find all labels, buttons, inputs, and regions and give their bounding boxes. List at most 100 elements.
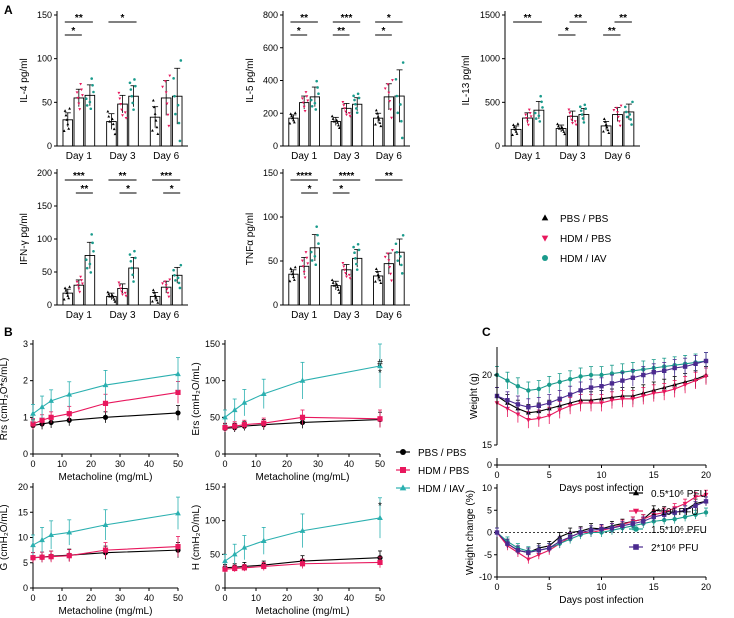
data-point <box>128 253 132 256</box>
data-point <box>134 256 137 260</box>
x-tick-label: Day 1 <box>66 310 93 321</box>
y-tick-label: 800 <box>263 10 278 20</box>
data-point <box>515 412 521 417</box>
data-point <box>77 287 81 291</box>
panel-label-b: B <box>4 325 13 339</box>
data-point <box>331 281 335 284</box>
chart-b2: 0 50 100 150 Ers (cmH₂O/mL) 0 10 20 30 40 50 Metach… <box>191 339 385 483</box>
data-point <box>536 548 541 553</box>
data-point <box>494 530 500 535</box>
y-tick-label: 10 <box>18 533 28 543</box>
data-point <box>222 566 228 572</box>
data-point <box>391 79 394 82</box>
data-point <box>121 114 124 117</box>
data-point <box>175 410 181 416</box>
data-point <box>332 119 336 123</box>
data-point <box>260 390 267 396</box>
data-point <box>332 284 336 287</box>
data-point <box>512 125 516 129</box>
data-point <box>625 115 629 119</box>
data-point <box>88 262 92 266</box>
data-point <box>102 521 109 527</box>
data-point <box>641 519 646 524</box>
data-point <box>562 130 566 133</box>
data-point <box>515 384 521 389</box>
legend-b: PBS / PBS HDM / PBS HDM / IAV <box>396 448 469 495</box>
x-tick-label: 40 <box>144 459 154 469</box>
legend-marker <box>633 526 639 532</box>
data-point <box>154 118 158 122</box>
data-point <box>396 111 400 115</box>
data-point <box>567 392 573 397</box>
data-point <box>293 265 297 269</box>
data-point <box>682 501 688 507</box>
data-point <box>231 406 238 413</box>
data-point <box>175 510 181 516</box>
data-point <box>609 398 615 403</box>
legend-marker <box>400 449 406 455</box>
data-point <box>241 544 248 550</box>
y-tick-label: 0 <box>23 583 28 593</box>
data-point <box>390 116 393 120</box>
data-point <box>337 126 341 130</box>
data-point <box>110 117 114 121</box>
data-point <box>355 262 358 266</box>
data-point <box>355 268 359 271</box>
x-tick-label: Day 3 <box>559 151 586 162</box>
data-point <box>336 285 340 289</box>
data-point <box>303 276 307 280</box>
data-point <box>389 108 393 112</box>
x-tick-label: 5 <box>547 470 552 480</box>
data-point <box>619 104 623 108</box>
data-point <box>672 365 677 371</box>
y-tick-label: 150 <box>37 201 52 211</box>
data-point <box>567 108 571 112</box>
data-point <box>316 86 319 89</box>
x-tick-label: 20 <box>282 593 292 603</box>
legend-label: PBS / PBS <box>418 448 467 459</box>
data-point <box>289 267 293 270</box>
legend-label: 2*10⁶ PFU <box>651 543 698 554</box>
data-point <box>124 294 128 298</box>
data-point <box>546 413 552 419</box>
y-tick-label: 50 <box>210 549 220 559</box>
data-point <box>177 281 181 285</box>
data-point <box>153 293 157 297</box>
data-point <box>336 121 340 124</box>
y-tick-label: 150 <box>263 168 278 178</box>
data-point <box>108 294 112 298</box>
x-tick-label: Day 6 <box>376 151 403 162</box>
data-point <box>557 408 563 413</box>
data-point <box>291 272 294 276</box>
data-point <box>152 291 156 294</box>
data-point <box>335 118 339 122</box>
data-point <box>347 112 351 115</box>
data-point <box>288 279 292 283</box>
y-axis-label: Weight change (%) <box>465 490 476 575</box>
y-tick-label: 1 <box>23 412 28 422</box>
legend-marker <box>632 508 640 515</box>
legend-marker <box>541 235 549 242</box>
data-point <box>110 293 114 297</box>
legend-label: 1*10⁶ PFU <box>651 507 698 518</box>
data-point <box>394 242 398 246</box>
data-point <box>165 102 169 106</box>
data-point <box>672 516 677 522</box>
x-axis-label: Days post infection <box>559 595 644 606</box>
data-point <box>568 111 572 115</box>
data-point <box>68 107 72 110</box>
data-point <box>90 233 93 236</box>
data-point <box>132 280 135 283</box>
data-point <box>703 499 709 504</box>
x-tick-label: Day 1 <box>66 151 93 162</box>
data-point <box>48 414 54 420</box>
data-point <box>599 384 604 389</box>
x-tick-label: Day 1 <box>291 151 318 162</box>
data-point <box>599 401 604 406</box>
data-point <box>130 94 134 98</box>
data-point <box>556 122 559 126</box>
x-axis-label: Days post infection <box>559 483 644 494</box>
data-point <box>232 423 238 429</box>
data-point <box>292 120 296 124</box>
data-point <box>578 374 583 379</box>
